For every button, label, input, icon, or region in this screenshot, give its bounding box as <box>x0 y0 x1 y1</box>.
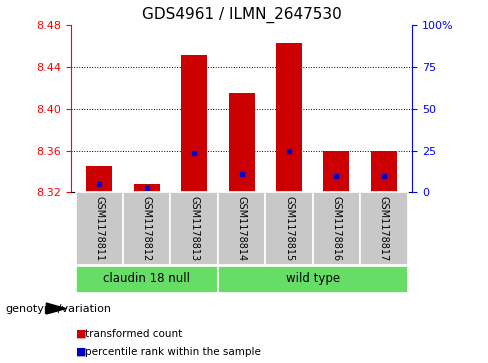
Title: GDS4961 / ILMN_2647530: GDS4961 / ILMN_2647530 <box>142 7 342 23</box>
Bar <box>86 166 112 192</box>
Bar <box>371 151 397 192</box>
Bar <box>228 93 255 192</box>
Bar <box>313 192 360 265</box>
Text: GSM1178816: GSM1178816 <box>331 196 342 261</box>
Bar <box>134 184 160 192</box>
Text: GSM1178817: GSM1178817 <box>379 196 389 261</box>
Bar <box>181 54 207 192</box>
Text: ■: ■ <box>76 347 86 357</box>
Bar <box>324 151 349 192</box>
Text: percentile rank within the sample: percentile rank within the sample <box>85 347 261 357</box>
Bar <box>76 266 218 293</box>
Text: transformed count: transformed count <box>85 329 183 339</box>
Text: ■: ■ <box>76 329 86 339</box>
Text: GSM1178812: GSM1178812 <box>142 196 152 261</box>
Text: wild type: wild type <box>285 272 340 285</box>
Text: genotype/variation: genotype/variation <box>5 303 111 314</box>
Bar <box>170 192 218 265</box>
Bar <box>360 192 407 265</box>
Text: GSM1178811: GSM1178811 <box>94 196 104 261</box>
Text: GSM1178813: GSM1178813 <box>189 196 199 261</box>
Polygon shape <box>46 303 66 314</box>
Bar <box>218 192 265 265</box>
Text: GSM1178815: GSM1178815 <box>284 196 294 261</box>
Text: claudin 18 null: claudin 18 null <box>103 272 190 285</box>
Bar <box>76 192 123 265</box>
Bar <box>265 192 313 265</box>
Text: GSM1178814: GSM1178814 <box>237 196 246 261</box>
Bar <box>276 43 302 192</box>
Bar <box>218 266 407 293</box>
Bar <box>123 192 170 265</box>
